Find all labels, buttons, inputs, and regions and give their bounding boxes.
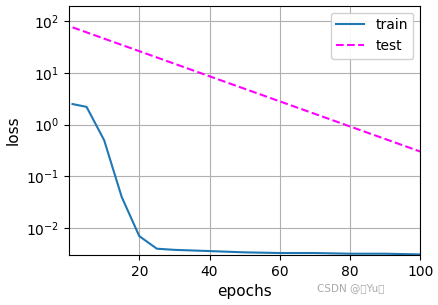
train <box>206 249 212 253</box>
Text: CSDN @是Yu欣: CSDN @是Yu欣 <box>317 283 384 293</box>
test <box>134 48 139 52</box>
test <box>70 26 75 29</box>
train <box>417 253 422 256</box>
test <box>417 150 422 153</box>
train <box>171 248 177 252</box>
Legend: train, test: train, test <box>330 13 412 59</box>
train <box>311 251 317 255</box>
train <box>381 252 387 256</box>
X-axis label: epochs: epochs <box>217 285 272 300</box>
test <box>162 59 167 62</box>
test <box>387 139 392 143</box>
train <box>241 250 247 254</box>
test <box>84 30 89 34</box>
Line: test: test <box>72 27 419 152</box>
train <box>136 234 141 238</box>
train <box>119 195 124 199</box>
train <box>101 138 106 142</box>
train <box>346 252 352 256</box>
train <box>84 105 89 109</box>
train <box>154 247 159 250</box>
test <box>91 33 96 37</box>
train <box>276 251 282 255</box>
Line: train: train <box>72 104 419 254</box>
train <box>70 102 75 106</box>
Y-axis label: loss: loss <box>6 116 21 145</box>
test <box>399 143 405 147</box>
